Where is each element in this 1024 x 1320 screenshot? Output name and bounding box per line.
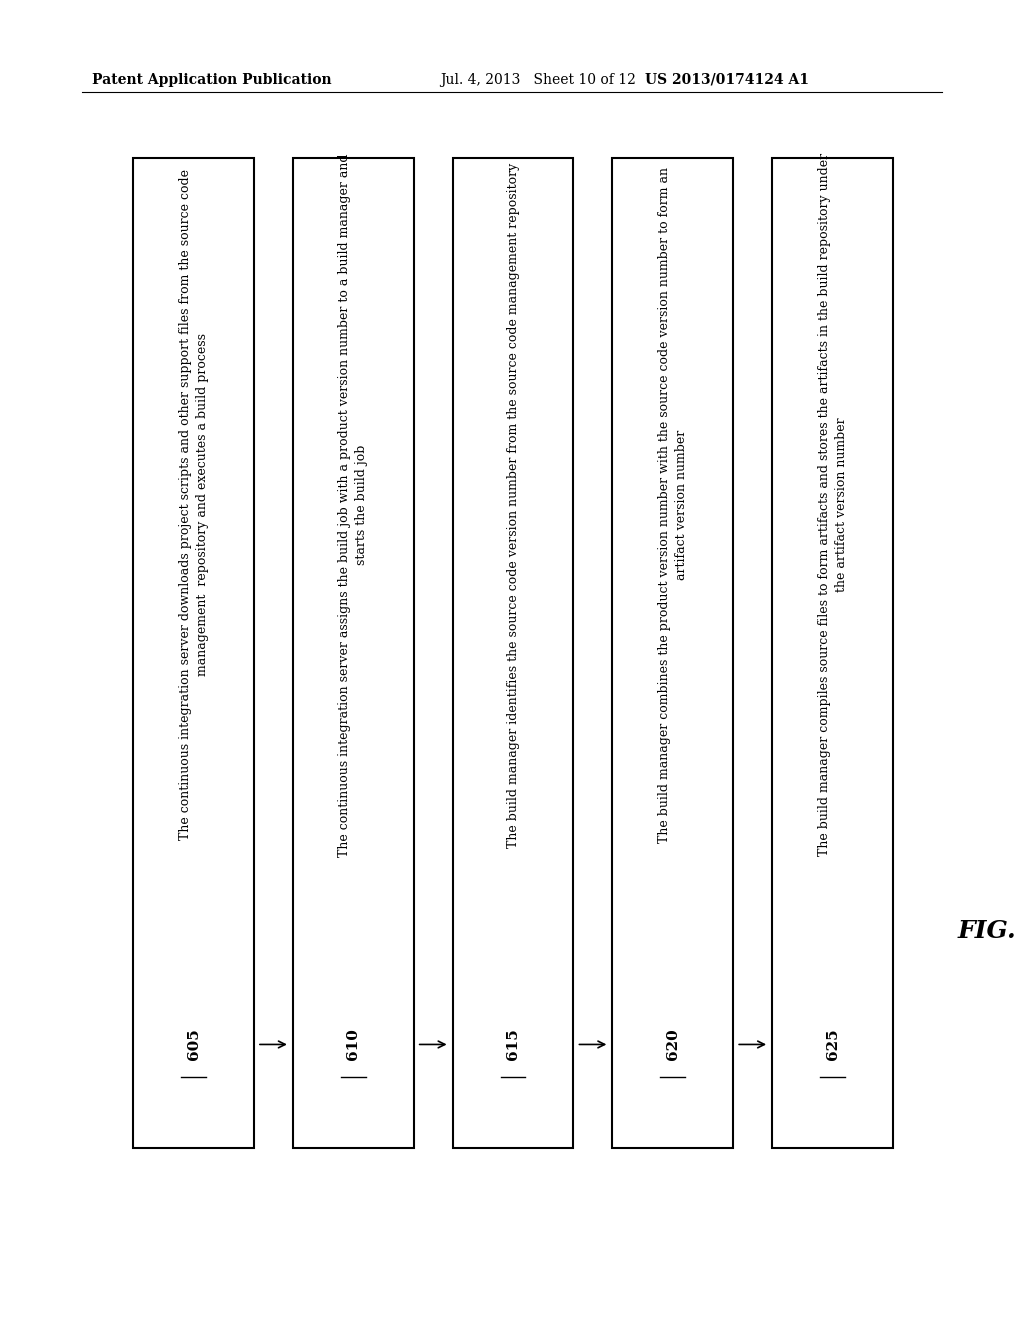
Text: The build manager compiles source files to form artifacts and stores the artifac: The build manager compiles source files …	[817, 153, 848, 857]
Text: 620: 620	[666, 1028, 680, 1060]
Bar	[133, 158, 254, 1148]
Text: The continuous integration server assigns the build job with a product version n: The continuous integration server assign…	[338, 153, 369, 857]
Text: 625: 625	[825, 1028, 840, 1060]
Text: The continuous integration server downloads project scripts and other support fi: The continuous integration server downlo…	[178, 169, 209, 841]
Text: 605: 605	[186, 1028, 201, 1060]
Text: US 2013/0174124 A1: US 2013/0174124 A1	[645, 73, 809, 87]
Bar	[612, 158, 733, 1148]
Text: 615: 615	[506, 1028, 520, 1060]
Text: The build manager identifies the source code version number from the source code: The build manager identifies the source …	[507, 162, 519, 847]
Bar	[772, 158, 893, 1148]
Text: Patent Application Publication: Patent Application Publication	[92, 73, 332, 87]
Text: 610: 610	[346, 1028, 360, 1060]
Bar	[453, 158, 573, 1148]
Bar	[293, 158, 414, 1148]
Text: The build manager combines the product version number with the source code versi: The build manager combines the product v…	[657, 166, 688, 843]
Text: Jul. 4, 2013   Sheet 10 of 12: Jul. 4, 2013 Sheet 10 of 12	[440, 73, 636, 87]
Text: FIG. 6: FIG. 6	[957, 919, 1024, 942]
